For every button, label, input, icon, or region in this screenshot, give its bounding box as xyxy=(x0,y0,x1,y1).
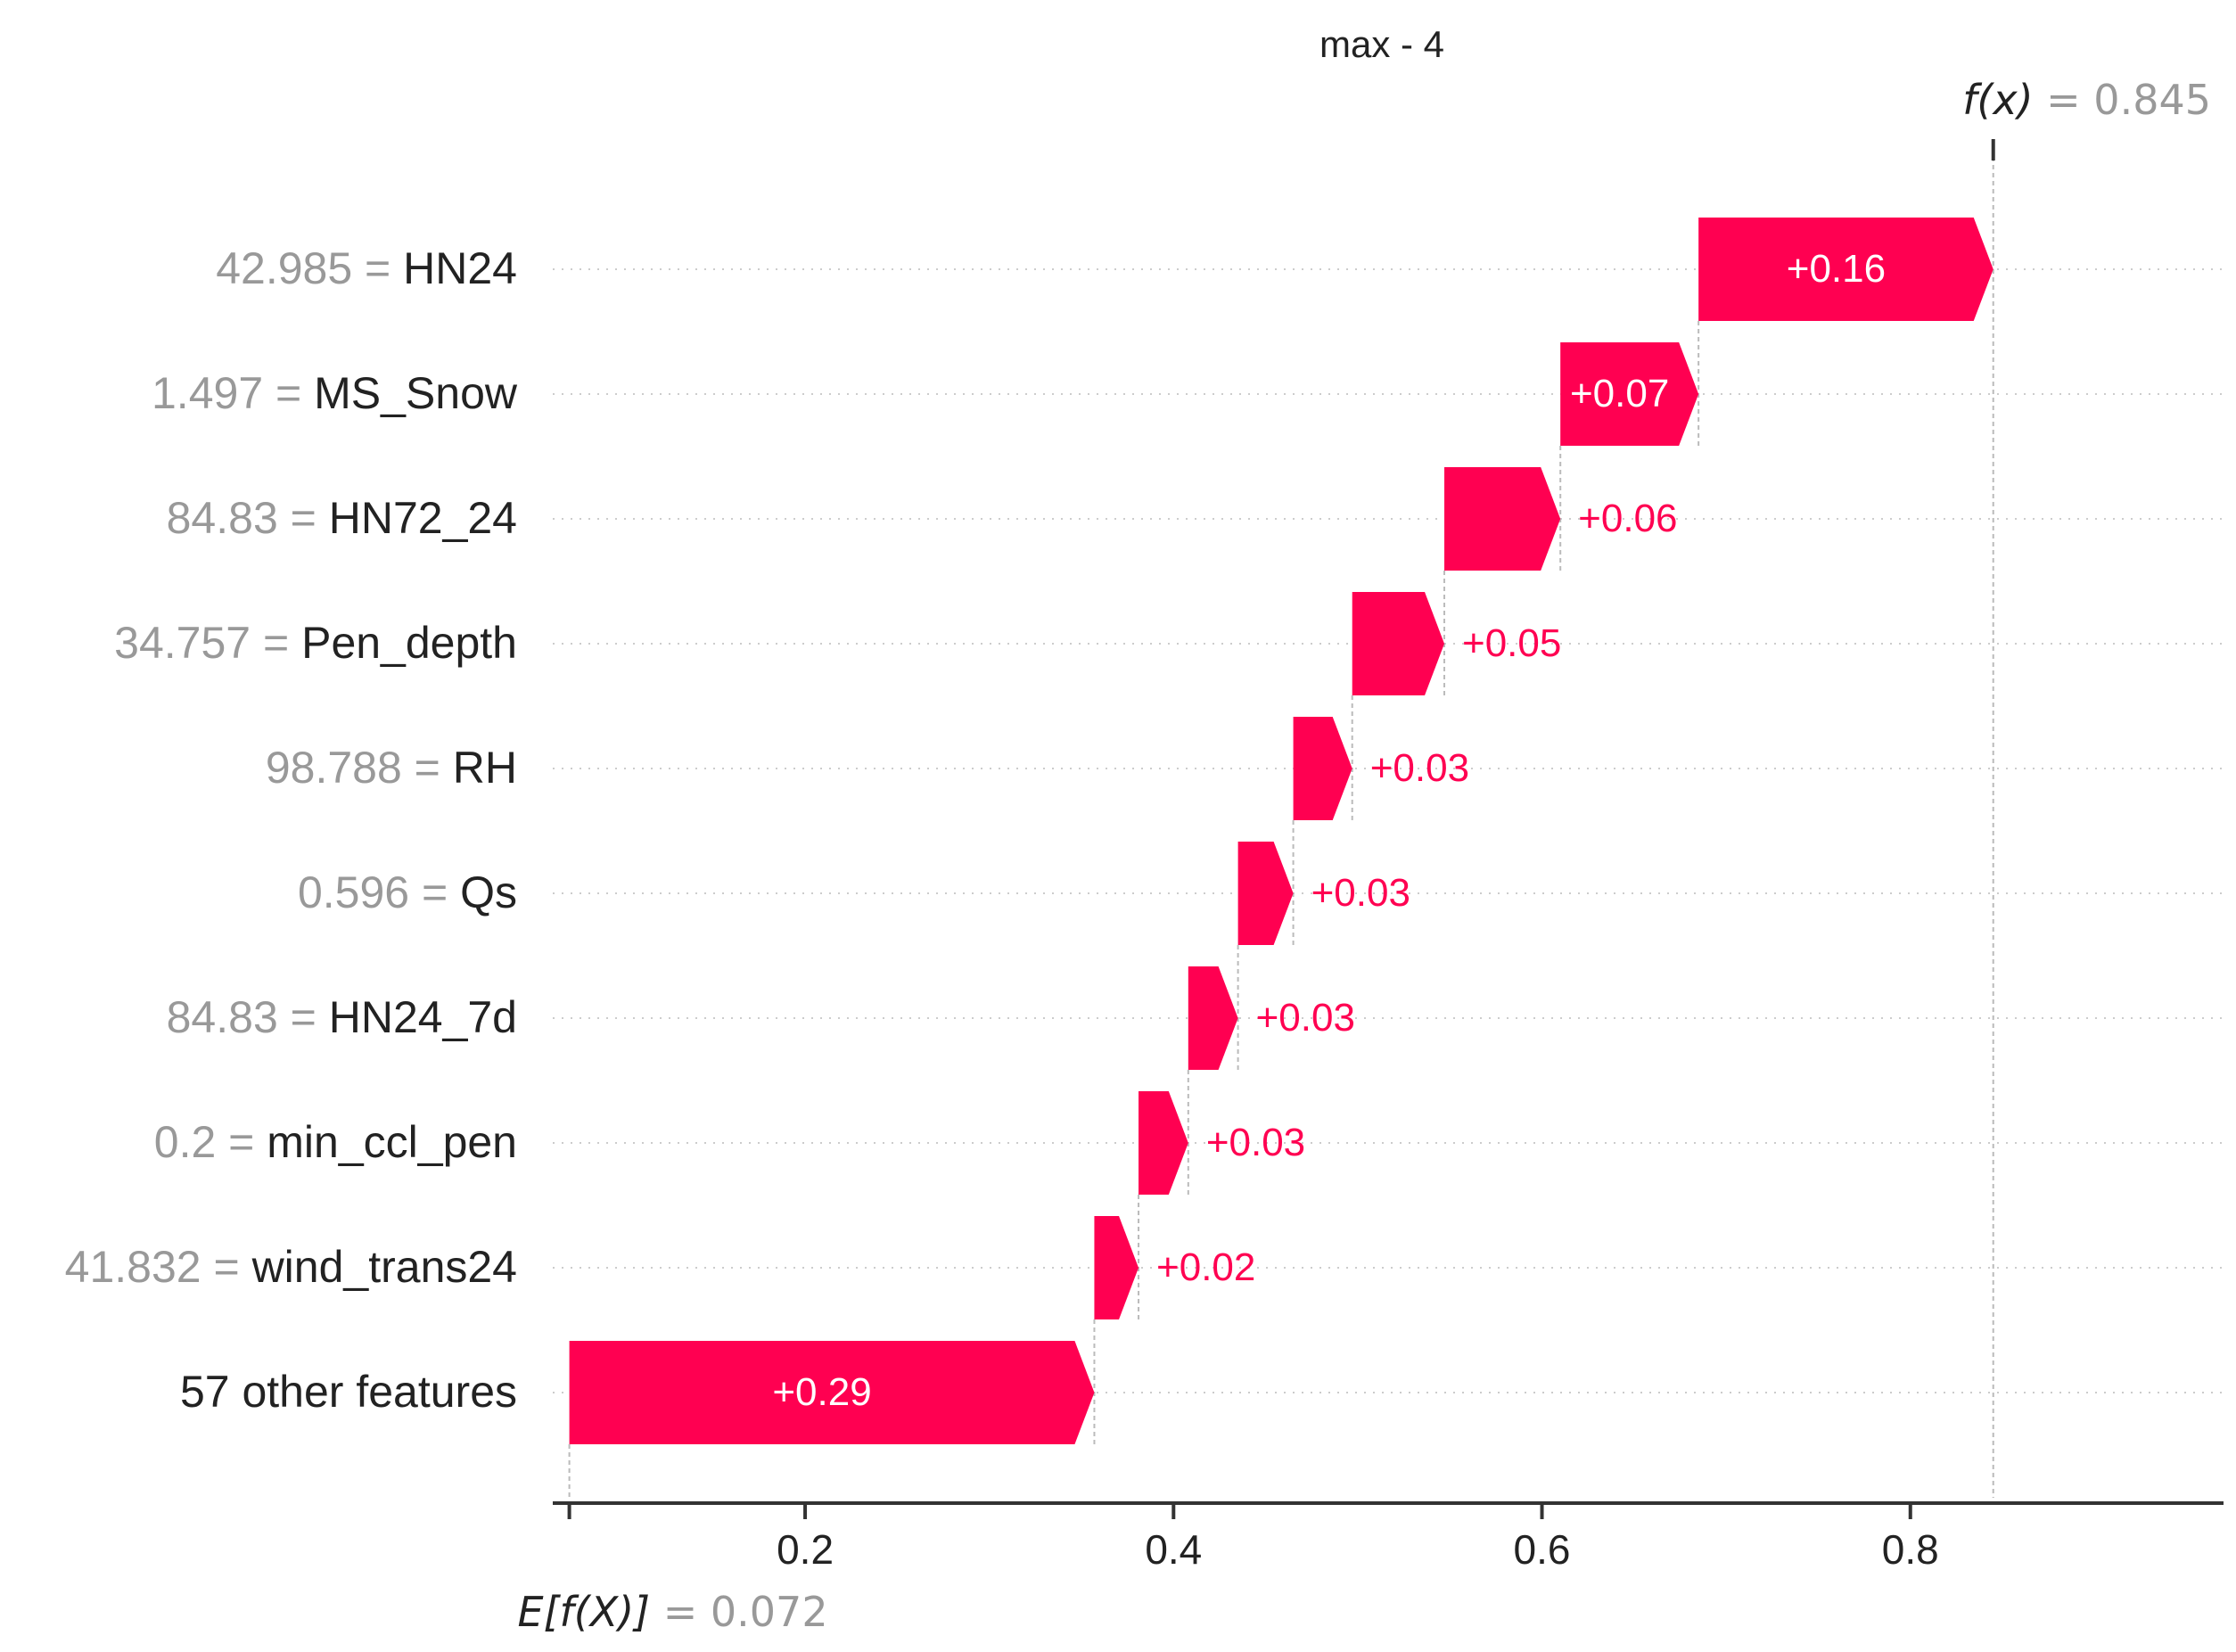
contribution-bar xyxy=(1094,1216,1139,1319)
feature-value: 98.788 = xyxy=(266,743,453,793)
feature-name: Pen_depth xyxy=(301,618,517,668)
feature-label: 41.832 = wind_trans24 xyxy=(65,1242,517,1292)
feature-name: min_ccl_pen xyxy=(267,1117,517,1167)
feature-label: 42.985 = HN24 xyxy=(216,243,517,293)
feature-name: wind_trans24 xyxy=(251,1242,517,1292)
x-tick-label: 0.8 xyxy=(1882,1526,1939,1573)
base-value-number: = 0.072 xyxy=(663,1588,828,1636)
value-markers: E[f(X)] = 0.072 f(x) = 0.845 xyxy=(518,76,2211,1636)
x-tick-label: 0.6 xyxy=(1514,1526,1571,1573)
feature-name: MS_Snow xyxy=(314,368,518,418)
contribution-bar xyxy=(1444,467,1561,571)
connector-lines xyxy=(568,157,1994,1498)
bar-label: +0.03 xyxy=(1370,746,1469,790)
bar-label: +0.05 xyxy=(1462,621,1561,665)
contribution-bar xyxy=(1698,218,1993,321)
base-value-symbol: E[f(X)] xyxy=(518,1588,663,1636)
feature-value: 0.2 = xyxy=(154,1117,267,1167)
feature-label: 1.497 = MS_Snow xyxy=(152,368,518,418)
feature-value: 34.757 = xyxy=(114,618,301,668)
feature-value: 0.596 = xyxy=(298,867,460,917)
bar-label: +0.03 xyxy=(1256,996,1355,1040)
feature-label: 98.788 = RH xyxy=(266,743,517,793)
bar-label: +0.16 xyxy=(1787,247,1886,291)
feature-name: 57 other features xyxy=(180,1367,517,1417)
contribution-bar xyxy=(1237,842,1294,945)
feature-value: 41.832 = xyxy=(65,1242,252,1292)
feature-label: 84.83 = HN24_7d xyxy=(167,992,517,1042)
gridlines xyxy=(553,268,2224,1393)
feature-name: Qs xyxy=(460,867,517,917)
output-value-symbol: f(x) xyxy=(1962,76,2046,124)
contribution-bar xyxy=(1560,342,1699,446)
feature-label: 84.83 = HN72_24 xyxy=(167,493,517,543)
feature-name: HN24_7d xyxy=(329,992,517,1042)
x-tick-label: 0.4 xyxy=(1145,1526,1202,1573)
feature-label: 34.757 = Pen_depth xyxy=(114,618,517,668)
base-value-label: E[f(X)] = 0.072 xyxy=(518,1588,828,1636)
chart-title: max - 4 xyxy=(1319,23,1444,65)
feature-name: HN72_24 xyxy=(329,493,517,543)
bar-label: +0.03 xyxy=(1206,1121,1305,1164)
bar-label: +0.29 xyxy=(772,1370,871,1414)
contribution-bar xyxy=(569,1341,1095,1444)
x-tick-label: 0.2 xyxy=(777,1526,834,1573)
feature-labels: 42.985 = HN24 1.497 = MS_Snow 84.83 = HN72… xyxy=(65,243,518,1417)
bar-label: +0.07 xyxy=(1570,372,1669,415)
feature-name: RH xyxy=(453,743,517,793)
contribution-bar xyxy=(1352,592,1445,695)
feature-value: 1.497 = xyxy=(152,368,314,418)
output-value-label: f(x) = 0.845 xyxy=(1962,76,2211,124)
feature-value: 84.83 = xyxy=(167,493,329,543)
contribution-bar xyxy=(1188,966,1238,1070)
bar-label: +0.02 xyxy=(1156,1245,1255,1289)
feature-label: 0.2 = min_ccl_pen xyxy=(154,1117,517,1167)
bar-label: +0.06 xyxy=(1578,497,1677,540)
feature-value: 42.985 = xyxy=(216,243,403,293)
feature-label: 57 other features xyxy=(180,1367,517,1417)
contribution-bar xyxy=(1293,717,1352,820)
contribution-bar xyxy=(1139,1091,1188,1195)
x-axis: 0.2 0.4 0.6 0.8 xyxy=(553,1501,2224,1573)
bars: +0.16 +0.07 +0.06 +0.05 +0.03 +0.03 +0.03 +0.03… xyxy=(569,218,1993,1444)
feature-name: HN24 xyxy=(403,243,517,293)
feature-label: 0.596 = Qs xyxy=(298,867,517,917)
feature-value: 84.83 = xyxy=(167,992,329,1042)
bar-label: +0.03 xyxy=(1311,871,1410,915)
output-value-number: = 0.845 xyxy=(2046,76,2211,124)
